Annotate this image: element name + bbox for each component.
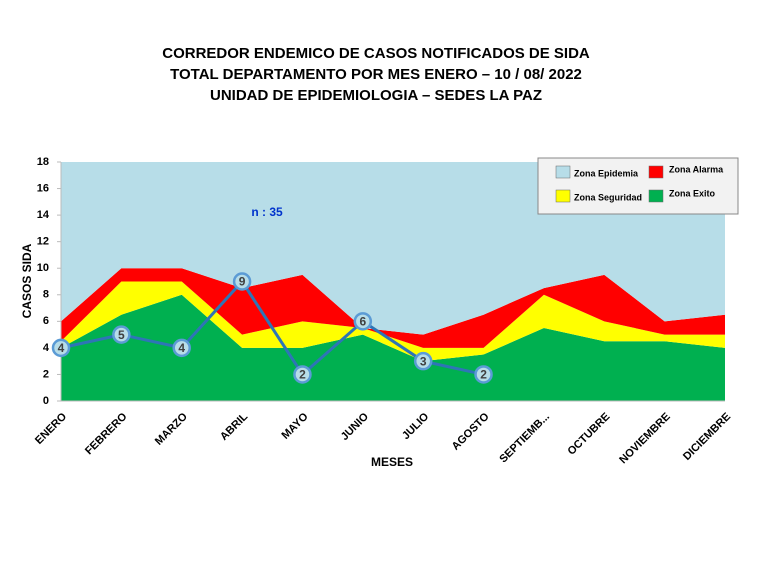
- y-tick-label: 6: [43, 315, 49, 327]
- x-tick-label: JUNIO: [339, 410, 372, 443]
- case-line: [60, 279, 484, 377]
- y-tick-label: 10: [37, 262, 49, 274]
- legend-swatch: [648, 189, 664, 203]
- data-label: 5: [118, 328, 125, 342]
- y-tick-label: 8: [43, 289, 49, 301]
- case-marker: [51, 338, 71, 358]
- data-label: 6: [359, 315, 366, 329]
- area-segment: [61, 281, 725, 362]
- chart-title: TOTAL DEPARTAMENTO POR MES ENERO – 10 / …: [170, 66, 582, 83]
- data-label: 4: [58, 341, 65, 355]
- legend-label: Zona Exito: [669, 188, 716, 198]
- y-tick-label: 4: [43, 342, 50, 354]
- case-marker: [293, 365, 312, 384]
- legend-box: [537, 157, 739, 215]
- case-marker: [413, 351, 433, 371]
- x-tick-label: AGOSTO: [450, 410, 492, 452]
- case-marker: [353, 312, 373, 331]
- case-marker: [474, 365, 493, 384]
- x-tick-label: OCTUBRE: [566, 411, 613, 458]
- y-tick-label: 16: [37, 182, 49, 194]
- x-tick-label: ENERO: [33, 410, 69, 446]
- x-tick-label: FEBRERO: [83, 410, 130, 457]
- chart-title: CORREDOR ENDEMICO DE CASOS NOTIFICADOS D…: [162, 45, 590, 62]
- x-tick-label: ABRIL: [218, 410, 250, 442]
- case-marker: [112, 325, 131, 344]
- y-tick-label: 14: [37, 209, 50, 221]
- x-tick-label: JULIO: [400, 410, 432, 442]
- legend-label: Zona Epidemia: [574, 168, 639, 178]
- x-tick-label: NOVIEMBRE: [617, 411, 673, 467]
- x-axis-label: MESES: [371, 455, 413, 469]
- y-tick-label: 2: [43, 368, 49, 380]
- legend-swatch: [555, 189, 571, 203]
- legend-swatch: [648, 165, 664, 179]
- legend-swatch: [555, 165, 571, 179]
- data-label: 2: [299, 368, 306, 382]
- data-label: 4: [178, 341, 185, 355]
- legend-label: Zona Alarma: [669, 164, 724, 174]
- legend-label: Zona Seguridad: [574, 192, 642, 202]
- x-tick-label: DICIEMBRE: [681, 411, 733, 463]
- chart-title: UNIDAD DE EPIDEMIOLOGIA – SEDES LA PAZ: [210, 87, 542, 104]
- annotation: n : 35: [251, 205, 283, 219]
- case-marker: [172, 338, 191, 358]
- y-tick-label: 0: [43, 395, 49, 407]
- y-axis-label: CASOS SIDA: [20, 243, 34, 318]
- data-label: 3: [420, 354, 427, 368]
- data-label: 2: [480, 368, 487, 382]
- area-segment: [61, 268, 725, 348]
- case-marker: [232, 272, 252, 291]
- x-tick-label: MAYO: [280, 410, 311, 441]
- data-label: 9: [239, 275, 246, 289]
- y-tick-label: 12: [37, 236, 49, 248]
- x-tick-label: MARZO: [153, 410, 190, 447]
- y-tick-label: 18: [37, 156, 49, 168]
- x-tick-label: SEPTIEMB...: [497, 411, 552, 466]
